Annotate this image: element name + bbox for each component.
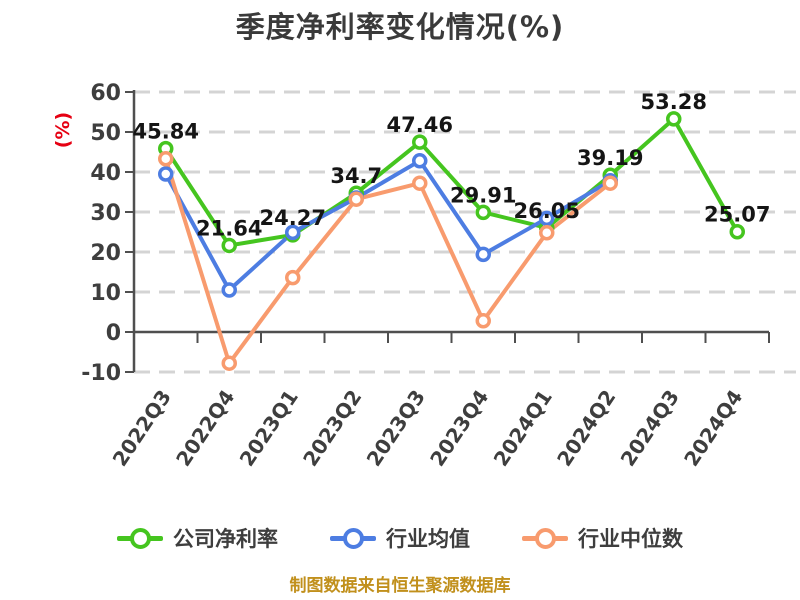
legend-item-industry-mean[interactable]: 行业均值 — [330, 523, 470, 553]
data-point — [602, 175, 618, 191]
data-point — [348, 191, 364, 207]
data-point — [666, 111, 682, 127]
data-point — [221, 282, 237, 298]
data-point — [412, 175, 428, 191]
data-label: 47.46 — [387, 113, 453, 137]
data-point — [158, 151, 174, 167]
y-tick-label: 60 — [90, 81, 121, 106]
x-tick-label: 2022Q3 — [108, 385, 176, 470]
y-tick-label: 40 — [90, 161, 121, 186]
legend-label: 行业均值 — [386, 527, 470, 551]
x-tick-label: 2023Q3 — [362, 385, 430, 470]
y-tick-label: 50 — [90, 121, 121, 146]
y-axis-unit-label: (%) — [52, 112, 74, 148]
y-tick-label: -10 — [81, 361, 121, 386]
data-label: 29.91 — [450, 183, 516, 207]
chart-title: 季度净利率变化情况(%) — [235, 10, 565, 44]
line-dot-marker-icon — [117, 527, 163, 549]
x-tick-label: 2023Q4 — [425, 385, 493, 470]
data-label: 34.7 — [330, 164, 382, 188]
data-point — [285, 269, 301, 286]
data-point — [475, 246, 491, 263]
x-tick-label: 2024Q4 — [679, 385, 747, 470]
data-point — [729, 223, 745, 240]
series-line-1 — [163, 158, 613, 292]
y-tick-label: 20 — [90, 241, 121, 266]
line-dot-marker-icon — [522, 527, 568, 549]
x-tick-label: 2022Q4 — [171, 385, 239, 470]
legend-item-company-net-margin[interactable]: 公司净利率 — [117, 523, 278, 553]
data-point — [158, 166, 174, 182]
x-tick-label: 2023Q1 — [235, 385, 303, 470]
x-tick-label: 2024Q3 — [616, 385, 684, 470]
data-point — [221, 237, 237, 254]
legend: 公司净利率 行业均值 行业中位数 — [0, 520, 800, 556]
data-label: 25.07 — [704, 203, 770, 227]
data-point — [539, 210, 555, 227]
data-label: 45.84 — [133, 120, 199, 144]
legend-item-industry-median[interactable]: 行业中位数 — [522, 523, 683, 553]
series-line-2 — [163, 156, 613, 366]
data-label: 24.27 — [260, 206, 326, 230]
data-point — [539, 225, 555, 241]
source-caption: 制图数据来自恒生聚源数据库 — [289, 576, 511, 596]
line-dot-marker-icon — [330, 527, 376, 549]
legend-label: 行业中位数 — [578, 527, 683, 551]
series-line-0 — [163, 116, 740, 248]
data-label: 53.28 — [641, 90, 707, 114]
data-point — [412, 153, 428, 169]
data-point — [412, 134, 428, 150]
data-point — [475, 313, 491, 329]
legend-label: 公司净利率 — [173, 527, 278, 551]
x-tick-label: 2023Q2 — [298, 385, 366, 470]
data-label: 26.05 — [514, 199, 580, 223]
x-tick-label: 2024Q1 — [489, 385, 557, 470]
y-tick-label: 10 — [90, 281, 121, 306]
data-label: 39.19 — [577, 146, 643, 170]
x-tick-label: 2024Q2 — [552, 385, 620, 470]
data-label: 21.64 — [196, 216, 262, 240]
data-point — [475, 204, 491, 221]
y-tick-label: 30 — [90, 201, 121, 226]
data-point — [285, 224, 301, 241]
y-tick-label: 0 — [106, 321, 121, 346]
data-point — [221, 355, 237, 371]
